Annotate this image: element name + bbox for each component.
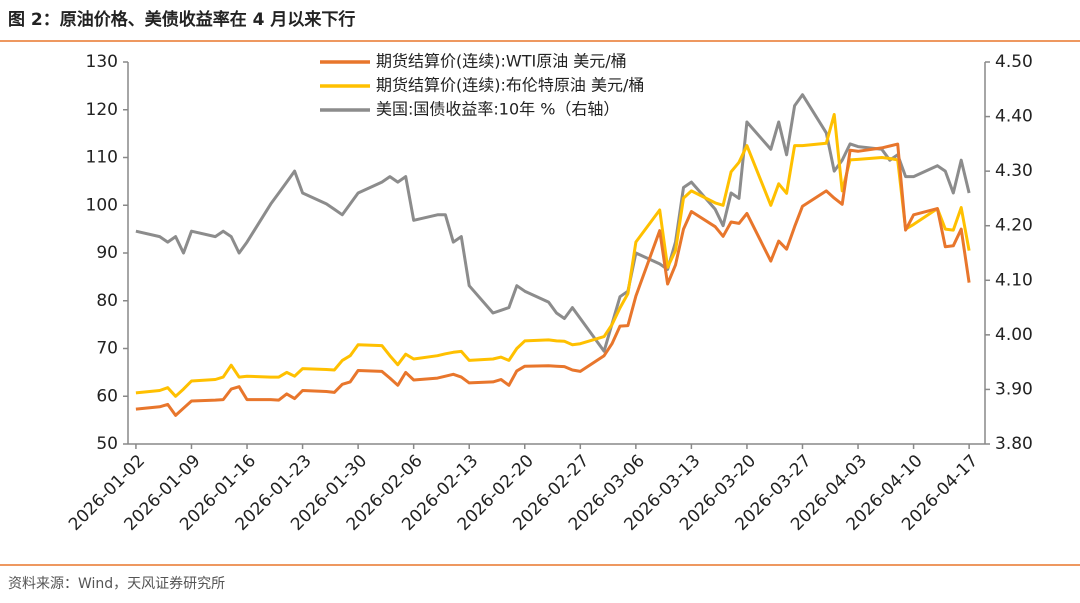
y-tick-label: 60 [96,386,118,406]
legend-label: 期货结算价(连续):布伦特原油 美元/桶 [376,76,644,95]
y-tick-label: 110 [86,148,118,168]
y2-tick-label: 3.90 [995,379,1033,399]
legend-label: 美国:国债收益率:10年 %（右轴） [376,100,619,119]
y-tick-label: 130 [86,52,118,72]
y2-tick-label: 4.10 [995,270,1033,290]
chart-title: 图 2：原油价格、美债收益率在 4 月以来下行 [8,9,355,30]
y2-tick-label: 4.20 [995,216,1033,236]
y-tick-label: 70 [96,339,118,359]
y2-tick-label: 4.00 [995,325,1033,345]
y-tick-label: 90 [96,243,118,263]
y-tick-label: 120 [86,100,118,120]
y2-tick-label: 4.30 [995,161,1033,181]
series-line [135,93,971,353]
y-tick-label: 80 [96,291,118,311]
y2-tick-label: 4.50 [995,52,1033,72]
legend-label: 期货结算价(连续):WTI原油 美元/桶 [376,52,627,71]
source: 资料来源：Wind，天风证券研究所 [8,576,225,592]
y2-tick-label: 4.40 [995,107,1033,127]
series-line [135,113,971,398]
series-line [135,142,971,417]
y2-tick-label: 3.80 [995,434,1033,454]
y-tick-label: 100 [86,195,118,215]
y-tick-label: 50 [96,434,118,454]
